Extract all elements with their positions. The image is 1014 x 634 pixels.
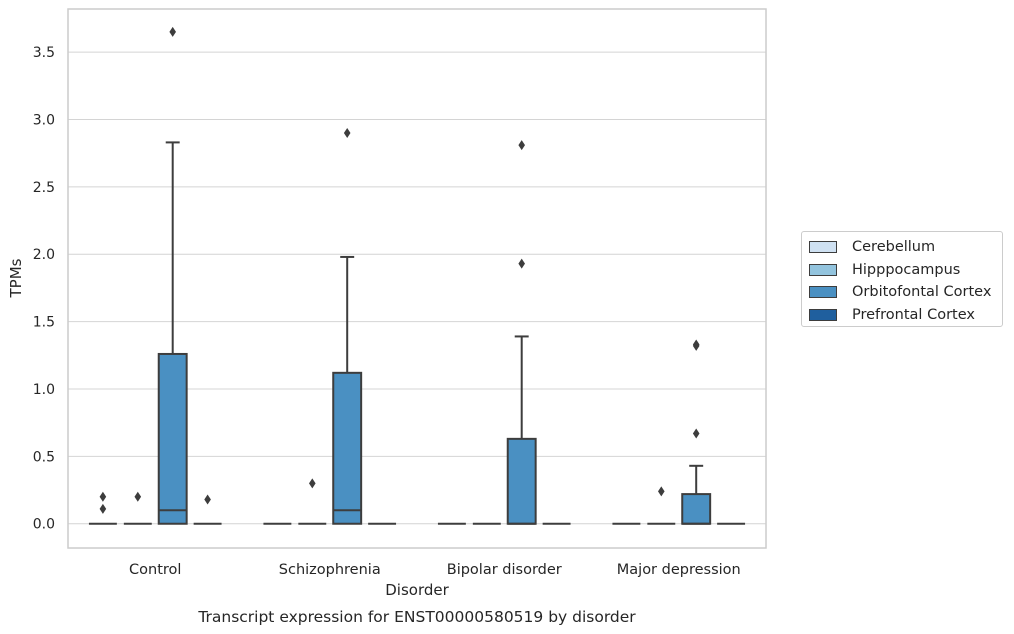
legend-label: Prefrontal Cortex: [852, 307, 975, 324]
x-axis-label: Disorder: [385, 581, 449, 599]
legend-swatch: [809, 286, 837, 299]
x-tick-label: Control: [129, 562, 181, 578]
chart-caption: Transcript expression for ENST0000058051…: [197, 608, 636, 626]
y-tick-label: 1.5: [33, 315, 55, 331]
legend-item: Prefrontal Cortex: [809, 304, 1002, 327]
outlier-point: [99, 491, 107, 502]
legend-item: Hipppocampus: [809, 259, 1002, 282]
outlier-point: [518, 258, 525, 269]
outlier-point: [169, 26, 176, 37]
legend-label: Orbitofontal Cortex: [852, 284, 992, 301]
box: [681, 493, 712, 525]
box-group: [647, 486, 676, 525]
box-group: [88, 491, 117, 525]
outlier-point: [134, 491, 142, 502]
y-tick-label: 1.0: [33, 382, 55, 398]
y-tick-label: 0.0: [33, 517, 55, 533]
legend-item: Cerebellum: [809, 236, 1002, 259]
tick-labels: 0.0 0.5 1.0 1.5 2.0 2.5 3.0 3.5 Control Schizophr…: [33, 45, 741, 578]
outlier-point: [518, 140, 525, 151]
plot-frame: [67, 8, 767, 549]
box: [332, 371, 363, 525]
box: [506, 437, 537, 525]
legend-swatch: [809, 241, 837, 254]
legend-label: Cerebellum: [852, 239, 936, 256]
legend-swatch: [809, 309, 837, 322]
x-tick-label: Schizophrenia: [279, 562, 381, 578]
box-group: [506, 140, 537, 525]
outlier-point: [204, 494, 211, 505]
legend-label: Hipppocampus: [852, 261, 961, 278]
outlier-point: [343, 127, 351, 138]
y-axis-label: TPMs: [7, 258, 25, 298]
plot-border: [67, 8, 767, 549]
legend: Cerebellum Hipppocampus Orbitofontal Corte…: [801, 231, 1003, 327]
box: [157, 352, 188, 525]
y-tick-label: 2.5: [33, 180, 55, 196]
legend-item: Orbitofontal Cortex: [809, 281, 1002, 304]
outlier-point: [309, 478, 316, 489]
box-group: [332, 127, 363, 525]
outlier-point: [658, 486, 665, 497]
y-tick-label: 3.0: [33, 112, 55, 128]
box-group: [298, 478, 327, 525]
x-tick-label: Bipolar disorder: [447, 562, 562, 578]
box-group: [157, 26, 188, 525]
y-tick-label: 0.5: [33, 449, 55, 465]
box-group: [123, 491, 152, 525]
box-layer: [88, 26, 746, 525]
box-group: [681, 339, 712, 525]
outlier-point: [99, 503, 107, 514]
y-tick-label: 2.0: [33, 247, 55, 263]
y-tick-label: 3.5: [33, 45, 55, 61]
x-tick-label: Major depression: [617, 562, 741, 578]
outlier-point: [692, 428, 700, 439]
box-group: [193, 494, 222, 525]
outlier-point: [692, 340, 700, 351]
legend-swatch: [809, 263, 837, 276]
